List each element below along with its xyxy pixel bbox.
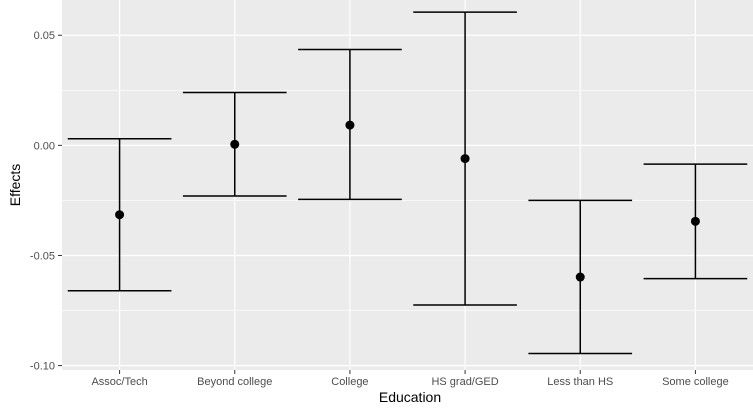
- point-estimate: [690, 216, 700, 226]
- point-estimate: [230, 139, 240, 149]
- x-tick-label: Less than HS: [547, 376, 613, 388]
- point-estimates: [115, 120, 700, 282]
- minor-gridlines: [62, 89, 753, 311]
- point-estimate: [345, 120, 355, 130]
- x-tick-label: Assoc/Tech: [91, 376, 147, 388]
- y-tick-label: -0.05: [30, 250, 55, 262]
- y-tick-label: -0.10: [30, 361, 55, 373]
- x-tick-label: College: [331, 376, 368, 388]
- x-axis: Assoc/Tech Beyond college College HS grad/G…: [91, 370, 729, 388]
- x-tick-label: Beyond college: [197, 376, 272, 388]
- x-tick-label: Some college: [662, 376, 729, 388]
- x-tick-label: HS grad/GED: [431, 376, 498, 388]
- y-tick-label: 0.05: [34, 30, 55, 42]
- y-axis-title: Effects: [7, 164, 23, 207]
- y-tick-label: 0.00: [34, 140, 55, 152]
- point-estimate: [575, 272, 585, 282]
- y-axis: -0.10 -0.05 0.00 0.05: [30, 30, 62, 373]
- x-axis-title: Education: [379, 389, 441, 405]
- plot-panel: [62, 0, 753, 370]
- point-estimate: [115, 210, 125, 220]
- point-estimate: [460, 154, 470, 164]
